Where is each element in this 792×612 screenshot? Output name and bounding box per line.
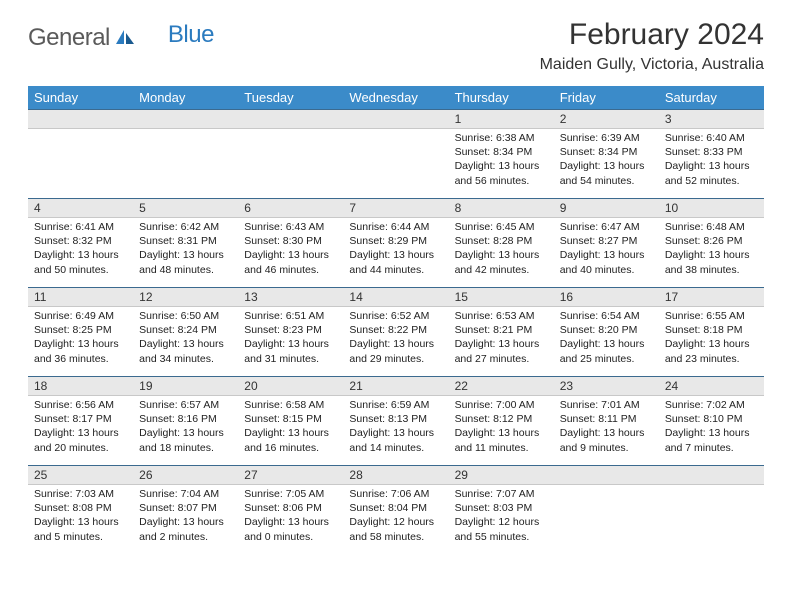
day-content-cell: Sunrise: 6:38 AMSunset: 8:34 PMDaylight:…	[449, 129, 554, 199]
day-number-cell: 13	[238, 288, 343, 307]
day-number-cell: 20	[238, 377, 343, 396]
day-number-cell: 5	[133, 199, 238, 218]
day-content-row: Sunrise: 6:56 AMSunset: 8:17 PMDaylight:…	[28, 396, 764, 466]
day-content-cell: Sunrise: 6:40 AMSunset: 8:33 PMDaylight:…	[659, 129, 764, 199]
day-content-cell: Sunrise: 6:50 AMSunset: 8:24 PMDaylight:…	[133, 307, 238, 377]
day-content-cell: Sunrise: 6:57 AMSunset: 8:16 PMDaylight:…	[133, 396, 238, 466]
day-content-cell: Sunrise: 6:39 AMSunset: 8:34 PMDaylight:…	[554, 129, 659, 199]
month-title: February 2024	[540, 18, 764, 52]
day-number-row: 18192021222324	[28, 377, 764, 396]
day-number-cell: 12	[133, 288, 238, 307]
day-number-cell: 3	[659, 110, 764, 129]
day-number-row: 11121314151617	[28, 288, 764, 307]
day-number-cell: 8	[449, 199, 554, 218]
logo-text-blue: Blue	[168, 21, 214, 49]
day-content-cell: Sunrise: 6:49 AMSunset: 8:25 PMDaylight:…	[28, 307, 133, 377]
day-number-cell: 27	[238, 466, 343, 485]
calendar-body: 123Sunrise: 6:38 AMSunset: 8:34 PMDaylig…	[28, 110, 764, 555]
day-number-row: 123	[28, 110, 764, 129]
calendar-table: Sunday Monday Tuesday Wednesday Thursday…	[28, 86, 764, 555]
day-header: Monday	[133, 86, 238, 110]
day-header: Friday	[554, 86, 659, 110]
day-content-cell	[28, 129, 133, 199]
logo-text-general: General	[28, 24, 110, 52]
day-number-cell: 11	[28, 288, 133, 307]
day-number-cell: 18	[28, 377, 133, 396]
day-number-cell	[28, 110, 133, 129]
day-number-cell: 24	[659, 377, 764, 396]
day-number-cell: 4	[28, 199, 133, 218]
day-content-row: Sunrise: 6:41 AMSunset: 8:32 PMDaylight:…	[28, 218, 764, 288]
day-content-cell: Sunrise: 6:47 AMSunset: 8:27 PMDaylight:…	[554, 218, 659, 288]
day-number-cell: 29	[449, 466, 554, 485]
day-header-row: Sunday Monday Tuesday Wednesday Thursday…	[28, 86, 764, 110]
day-content-cell: Sunrise: 7:01 AMSunset: 8:11 PMDaylight:…	[554, 396, 659, 466]
day-content-cell: Sunrise: 7:03 AMSunset: 8:08 PMDaylight:…	[28, 485, 133, 555]
day-number-cell	[133, 110, 238, 129]
day-content-row: Sunrise: 6:49 AMSunset: 8:25 PMDaylight:…	[28, 307, 764, 377]
day-number-row: 2526272829	[28, 466, 764, 485]
day-content-cell: Sunrise: 6:44 AMSunset: 8:29 PMDaylight:…	[343, 218, 448, 288]
day-number-cell: 15	[449, 288, 554, 307]
day-content-cell: Sunrise: 6:59 AMSunset: 8:13 PMDaylight:…	[343, 396, 448, 466]
day-content-cell: Sunrise: 6:53 AMSunset: 8:21 PMDaylight:…	[449, 307, 554, 377]
day-content-cell	[133, 129, 238, 199]
day-number-cell	[238, 110, 343, 129]
day-content-cell: Sunrise: 6:55 AMSunset: 8:18 PMDaylight:…	[659, 307, 764, 377]
day-content-cell: Sunrise: 6:42 AMSunset: 8:31 PMDaylight:…	[133, 218, 238, 288]
day-number-cell: 1	[449, 110, 554, 129]
day-number-cell: 14	[343, 288, 448, 307]
day-content-cell: Sunrise: 6:51 AMSunset: 8:23 PMDaylight:…	[238, 307, 343, 377]
day-content-cell: Sunrise: 7:05 AMSunset: 8:06 PMDaylight:…	[238, 485, 343, 555]
day-number-cell: 9	[554, 199, 659, 218]
day-number-cell: 19	[133, 377, 238, 396]
day-header: Sunday	[28, 86, 133, 110]
day-content-cell: Sunrise: 6:52 AMSunset: 8:22 PMDaylight:…	[343, 307, 448, 377]
logo-sail-icon	[114, 28, 136, 51]
day-number-cell	[343, 110, 448, 129]
day-number-cell	[554, 466, 659, 485]
day-header: Tuesday	[238, 86, 343, 110]
day-content-cell: Sunrise: 6:58 AMSunset: 8:15 PMDaylight:…	[238, 396, 343, 466]
day-content-row: Sunrise: 7:03 AMSunset: 8:08 PMDaylight:…	[28, 485, 764, 555]
day-header: Saturday	[659, 86, 764, 110]
day-content-cell: Sunrise: 6:48 AMSunset: 8:26 PMDaylight:…	[659, 218, 764, 288]
logo: General Blue	[28, 24, 214, 52]
day-content-cell	[554, 485, 659, 555]
day-content-cell: Sunrise: 7:06 AMSunset: 8:04 PMDaylight:…	[343, 485, 448, 555]
day-number-cell: 28	[343, 466, 448, 485]
location: Maiden Gully, Victoria, Australia	[540, 56, 764, 74]
day-number-cell	[659, 466, 764, 485]
header: General Blue February 2024 Maiden Gully,…	[28, 18, 764, 74]
title-block: February 2024 Maiden Gully, Victoria, Au…	[540, 18, 764, 74]
day-number-cell: 22	[449, 377, 554, 396]
day-number-row: 45678910	[28, 199, 764, 218]
day-header: Wednesday	[343, 86, 448, 110]
day-content-row: Sunrise: 6:38 AMSunset: 8:34 PMDaylight:…	[28, 129, 764, 199]
day-content-cell: Sunrise: 6:41 AMSunset: 8:32 PMDaylight:…	[28, 218, 133, 288]
day-number-cell: 17	[659, 288, 764, 307]
day-number-cell: 25	[28, 466, 133, 485]
day-content-cell	[238, 129, 343, 199]
day-content-cell: Sunrise: 6:54 AMSunset: 8:20 PMDaylight:…	[554, 307, 659, 377]
day-content-cell: Sunrise: 6:43 AMSunset: 8:30 PMDaylight:…	[238, 218, 343, 288]
day-content-cell: Sunrise: 7:02 AMSunset: 8:10 PMDaylight:…	[659, 396, 764, 466]
day-number-cell: 26	[133, 466, 238, 485]
day-content-cell	[343, 129, 448, 199]
day-content-cell: Sunrise: 7:04 AMSunset: 8:07 PMDaylight:…	[133, 485, 238, 555]
day-header: Thursday	[449, 86, 554, 110]
day-number-cell: 10	[659, 199, 764, 218]
day-content-cell	[659, 485, 764, 555]
day-number-cell: 23	[554, 377, 659, 396]
day-number-cell: 16	[554, 288, 659, 307]
day-number-cell: 2	[554, 110, 659, 129]
day-number-cell: 21	[343, 377, 448, 396]
day-content-cell: Sunrise: 6:56 AMSunset: 8:17 PMDaylight:…	[28, 396, 133, 466]
calendar-page: General Blue February 2024 Maiden Gully,…	[0, 0, 792, 573]
day-number-cell: 7	[343, 199, 448, 218]
day-number-cell: 6	[238, 199, 343, 218]
day-content-cell: Sunrise: 7:00 AMSunset: 8:12 PMDaylight:…	[449, 396, 554, 466]
day-content-cell: Sunrise: 6:45 AMSunset: 8:28 PMDaylight:…	[449, 218, 554, 288]
day-content-cell: Sunrise: 7:07 AMSunset: 8:03 PMDaylight:…	[449, 485, 554, 555]
